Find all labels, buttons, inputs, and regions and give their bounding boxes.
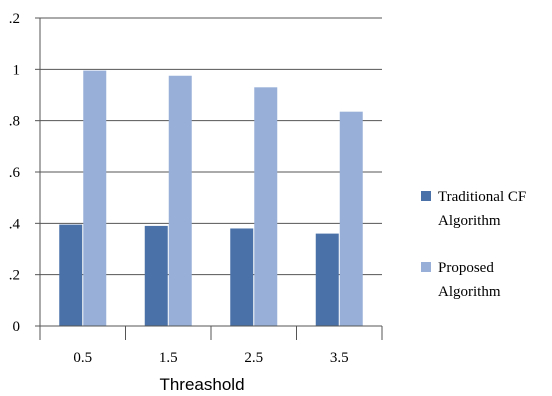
legend-label: Algorithm <box>438 284 501 300</box>
x-tick-label: 1.5 <box>159 350 178 366</box>
x-tick-label: 0.5 <box>73 350 92 366</box>
bar-traditional-0.5 <box>59 224 83 326</box>
legend-label: Algorithm <box>438 213 501 229</box>
y-tick-label: .2 <box>9 11 20 27</box>
bar-proposed-2.5 <box>254 87 278 326</box>
y-tick-labels: 0 .2 .4 .6 .8 1 .2 <box>9 11 21 335</box>
bar-proposed-3.5 <box>339 111 363 326</box>
legend-swatch <box>421 191 431 201</box>
y-tick-label: 1 <box>13 62 21 78</box>
x-tick-label: 3.5 <box>330 350 349 366</box>
x-tick-labels: 0.5 1.5 2.5 3.5 <box>73 350 348 366</box>
x-tick-label: 2.5 <box>244 350 263 366</box>
legend-label: Proposed <box>438 260 494 276</box>
y-tick-label: .2 <box>9 268 20 284</box>
legend: Traditional CF Algorithm Proposed Algorithm <box>421 189 526 300</box>
legend-label: Traditional CF <box>438 189 526 205</box>
bars <box>59 70 363 326</box>
legend-swatch <box>421 262 431 272</box>
bar-proposed-0.5 <box>83 70 107 326</box>
y-tick-label: .4 <box>9 216 21 232</box>
bar-traditional-2.5 <box>230 228 254 326</box>
y-tick-label: .8 <box>9 114 20 130</box>
x-axis-title: Threashold <box>159 375 244 394</box>
bar-proposed-1.5 <box>168 75 192 326</box>
y-tick-label: 0 <box>13 319 21 335</box>
y-tick-label: .6 <box>9 165 21 181</box>
bar-traditional-1.5 <box>144 225 168 326</box>
axes <box>35 17 383 340</box>
bar-traditional-3.5 <box>315 233 339 326</box>
